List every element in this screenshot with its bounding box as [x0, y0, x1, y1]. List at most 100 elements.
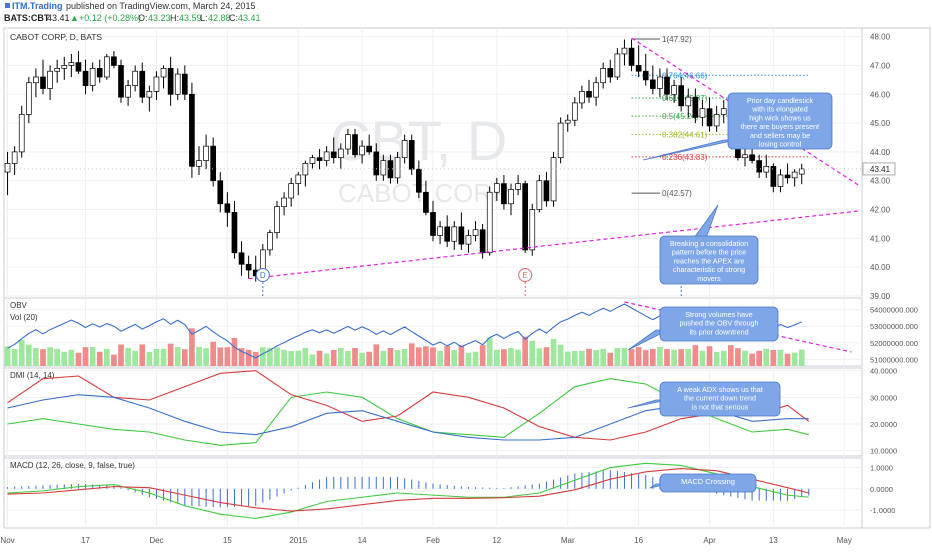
volume-bar [33, 348, 39, 366]
volume-bar [543, 347, 550, 366]
volume-bar [713, 351, 720, 366]
volume-bar [664, 349, 670, 366]
dmi-tick-label: 20.0000 [870, 420, 897, 429]
candle [302, 163, 309, 176]
volume-bar [323, 353, 330, 366]
candle [330, 151, 337, 159]
candle [231, 212, 238, 254]
obv-tick-label: 52000000.000 [870, 339, 918, 348]
volume-bar [125, 347, 131, 366]
volume-bar [203, 348, 209, 366]
callout-adx [659, 381, 781, 417]
candle [784, 174, 791, 179]
candle [508, 189, 514, 205]
x-tick-label: Mar [561, 536, 575, 545]
volume-bar [103, 348, 110, 366]
callout-text-line: its prior downtrend [689, 327, 748, 336]
candle [699, 108, 706, 118]
volume-bar [699, 350, 706, 366]
volume-bar [408, 343, 415, 366]
volume-bar [359, 352, 365, 366]
volume-pane-title: Vol (20) [10, 313, 38, 322]
volume-bar [316, 350, 323, 366]
volume-bar [727, 345, 734, 366]
x-tick-label: 17 [81, 536, 90, 545]
candle [451, 226, 458, 242]
candle [756, 160, 763, 173]
volume-bar [96, 351, 103, 366]
x-tick-label: 15 [223, 536, 232, 545]
macd-pane-title: MACD (12, 26, close, 9, false, true) [10, 461, 135, 470]
dmi-tick-label: 40.0000 [870, 367, 897, 376]
volume-bar [259, 347, 266, 366]
candle [245, 263, 252, 271]
fib-level-label: 0.764(46.66) [662, 71, 708, 80]
last-price: 43.41 [47, 13, 70, 23]
candle [189, 93, 195, 167]
volume-bar [118, 344, 124, 366]
candle [628, 47, 635, 66]
volume-bar [25, 344, 32, 366]
callout-macd [659, 473, 757, 493]
candle [678, 85, 685, 107]
candle [571, 102, 578, 121]
close-label: C: [229, 13, 238, 23]
candle [649, 79, 656, 89]
candle [664, 76, 670, 95]
macd-tick-label: 1.0000 [870, 464, 893, 473]
candle [692, 96, 699, 118]
candle [153, 76, 160, 92]
candle [281, 197, 287, 208]
volume-bar [749, 353, 755, 366]
price-tick-label: 43.00 [870, 177, 891, 186]
candle [54, 67, 61, 72]
candle [586, 91, 592, 98]
event-marker[interactable] [518, 268, 533, 282]
obv-pane-title: OBV [10, 301, 28, 310]
volume-bar [493, 349, 500, 366]
volume-bar [571, 351, 578, 366]
candle [75, 62, 82, 72]
candle [4, 163, 11, 173]
candle [125, 85, 131, 98]
candle [430, 212, 436, 236]
obv-tick-label: 53000000.000 [870, 322, 918, 331]
volume-bar [267, 347, 273, 366]
candle [89, 67, 96, 86]
high-label: H: [170, 13, 179, 23]
volume-bar [798, 349, 805, 366]
event-marker[interactable] [255, 268, 270, 282]
candle [579, 91, 585, 104]
x-tick-label: Dec [149, 536, 163, 545]
x-tick-label: Feb [426, 536, 440, 545]
callout-text-line: high wick shows us [749, 113, 811, 122]
volume-bar [458, 345, 465, 366]
callout-text-line: the current down trend [684, 394, 756, 403]
event-marker-label: E [523, 271, 528, 280]
candle [642, 70, 649, 81]
candle [493, 183, 500, 193]
volume-bar [706, 346, 713, 366]
volume-bar [593, 350, 599, 366]
fib-level-label: 0(42.57) [662, 189, 692, 198]
candle [635, 65, 642, 72]
candle [352, 134, 358, 156]
x-tick-label: 16 [634, 536, 643, 545]
volume-bar [635, 347, 642, 366]
volume-bar [47, 347, 53, 366]
candle [118, 65, 124, 98]
callout-text-line: Prior day candlestick [747, 96, 814, 105]
volume-bar [373, 344, 380, 366]
volume-bar [394, 350, 401, 366]
candle [465, 235, 472, 245]
volume-bar [515, 349, 521, 366]
dmi-tick-label: 10.0000 [870, 447, 897, 456]
publisher-link[interactable]: ITM.Trading [12, 1, 63, 11]
volume-bar [302, 347, 309, 366]
volume-bar [153, 349, 160, 366]
candle [103, 56, 110, 78]
volume-bar [210, 341, 217, 366]
candle [486, 191, 493, 254]
volume-bar [309, 354, 316, 366]
candle [224, 203, 231, 213]
